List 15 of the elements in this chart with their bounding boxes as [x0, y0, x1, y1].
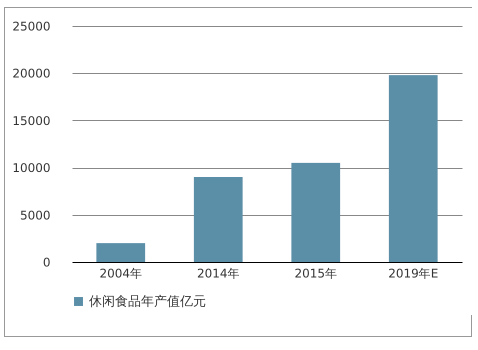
x-tick-label: 2015年: [294, 266, 338, 280]
bar: [96, 243, 146, 262]
x-tick-label: 2019年E: [388, 266, 438, 280]
y-tick-label: 10000: [12, 161, 50, 176]
x-tick-label: 2004年: [99, 266, 142, 280]
x-tick-label: 2014年: [196, 266, 240, 280]
legend-label: 休闲食品年产值亿元: [89, 294, 206, 310]
bar: [388, 75, 438, 262]
y-tick-label: 0: [42, 256, 50, 270]
bar: [291, 162, 340, 262]
bar: [194, 177, 243, 262]
y-tick-label: 5000: [20, 208, 50, 222]
y-tick-label: 15000: [12, 114, 50, 128]
y-tick-label: 25000: [12, 20, 50, 34]
y-tick-label: 20000: [12, 66, 50, 81]
